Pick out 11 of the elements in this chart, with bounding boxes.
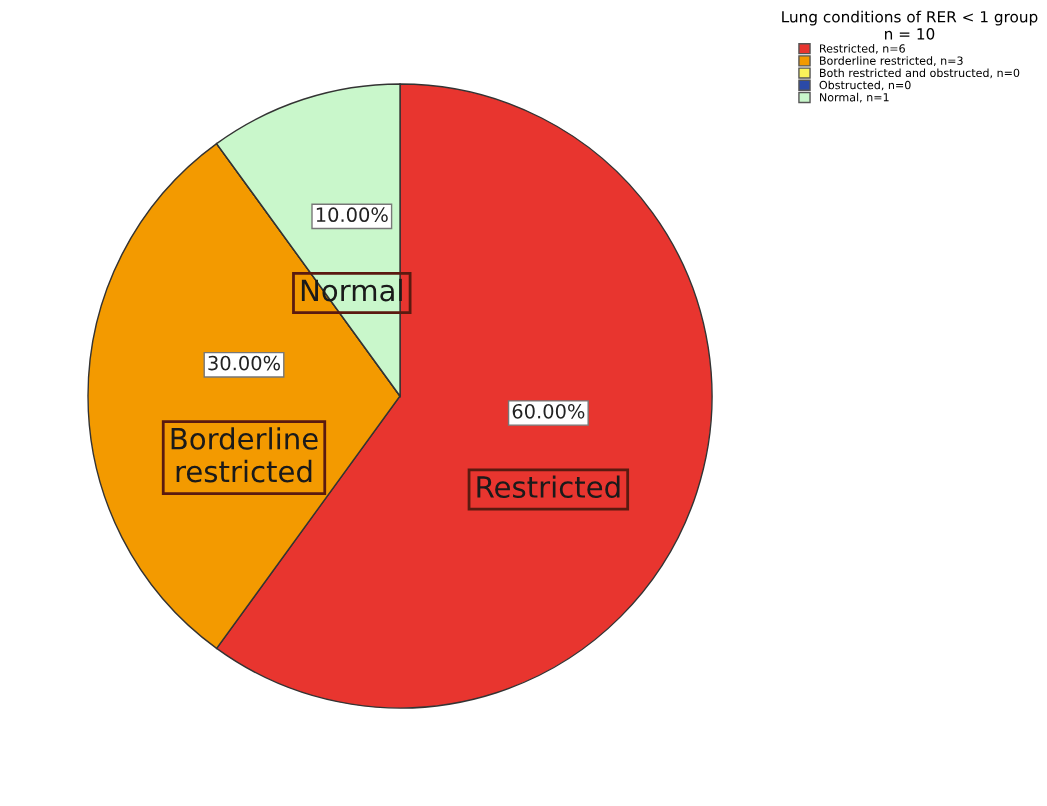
legend-label: Normal, n=1 (820, 92, 889, 103)
data-label: 30.00% (208, 355, 280, 371)
legend-label: Both restricted and obstructed, n=0 (820, 68, 1020, 79)
data-label: 60.00% (512, 403, 585, 419)
data-label: 10.00% (316, 207, 388, 223)
legend-label: Borderline restricted, n=3 (820, 56, 963, 66)
legend-label: Obstructed, n=0 (819, 80, 911, 91)
legend-label: Restricted, n=6 (820, 44, 905, 54)
text: Borderline restricted (171, 427, 318, 483)
text: Restricted (477, 475, 620, 498)
legend-title: Lung conditions of RER < 1 group n = 10 (782, 10, 1038, 40)
